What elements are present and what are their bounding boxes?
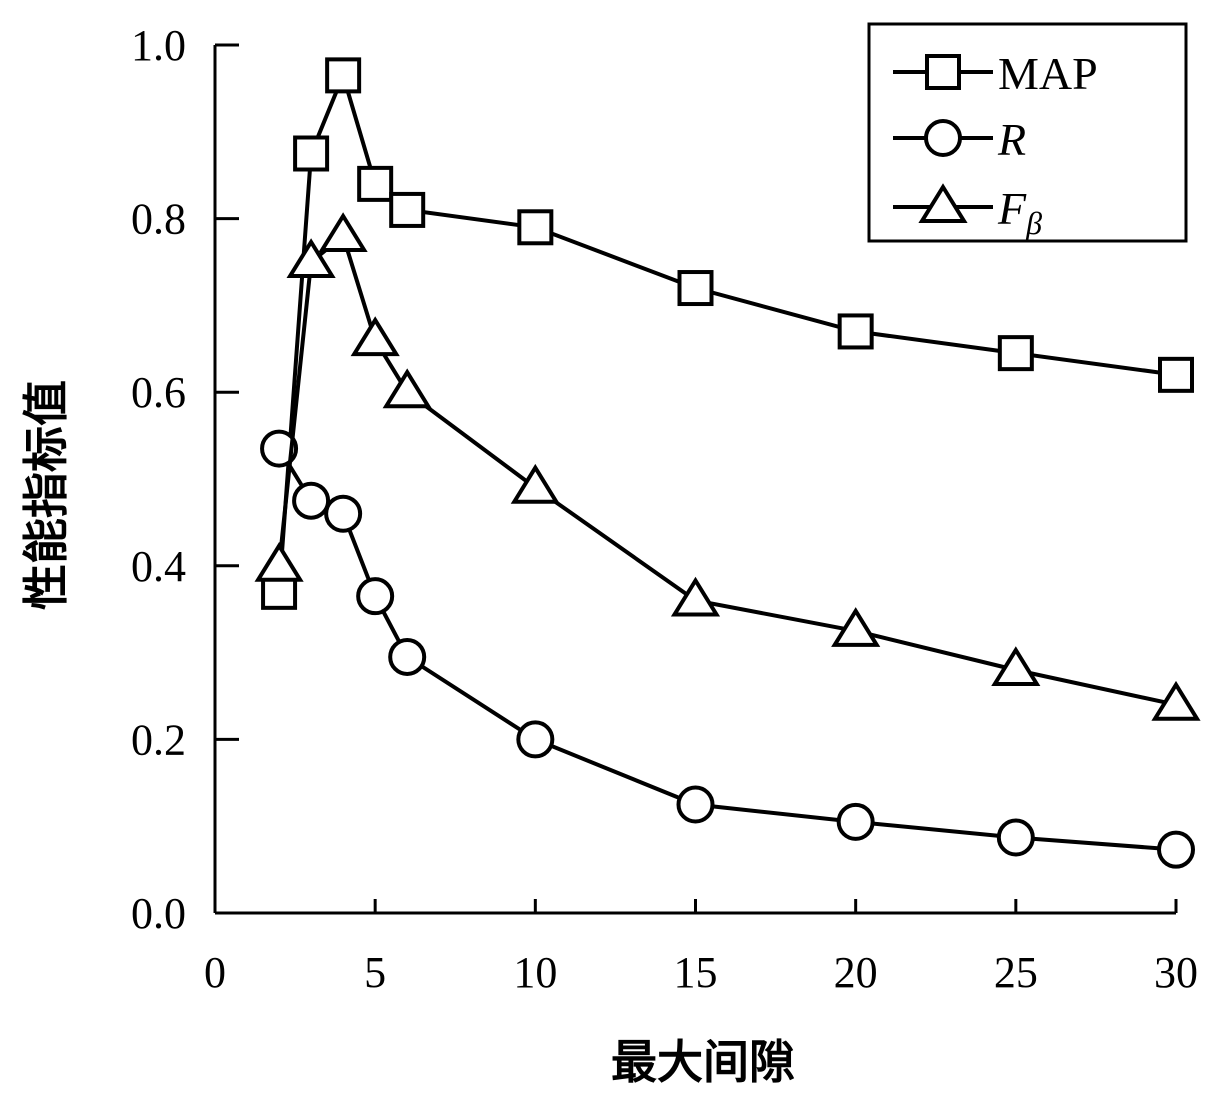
series-square bbox=[261, 57, 1194, 610]
legend-item-map: MAP bbox=[893, 48, 1098, 99]
data-point-circle bbox=[324, 494, 363, 533]
legend-f-label: Fβ bbox=[997, 183, 1042, 241]
x-tick-label: 25 bbox=[994, 948, 1038, 997]
data-point-square bbox=[1158, 356, 1194, 393]
legend-r-label: R bbox=[997, 114, 1026, 165]
data-point-triangle bbox=[286, 238, 336, 278]
legend: MAP R Fβ bbox=[867, 22, 1188, 243]
data-point-triangle bbox=[382, 368, 432, 409]
data-point-square bbox=[517, 209, 554, 246]
data-point-triangle bbox=[831, 607, 881, 647]
data-point-circle bbox=[388, 637, 427, 676]
data-point-triangle bbox=[254, 541, 304, 582]
data-point-circle bbox=[356, 577, 395, 616]
y-tick-label: 1.0 bbox=[131, 21, 186, 70]
legend-f-main: F bbox=[997, 183, 1027, 234]
y-tick-label: 0.0 bbox=[131, 889, 186, 938]
legend-f-triangle-marker bbox=[918, 183, 968, 223]
x-tick-label: 5 bbox=[364, 948, 386, 997]
series-line-square bbox=[277, 69, 1177, 592]
series-triangle bbox=[254, 212, 1201, 721]
legend-map-label: MAP bbox=[998, 48, 1098, 99]
data-point-square bbox=[357, 165, 394, 202]
y-tick-label: 0.4 bbox=[131, 542, 186, 591]
data-point-triangle bbox=[510, 463, 560, 504]
data-point-square bbox=[389, 191, 426, 228]
data-point-triangle bbox=[1151, 680, 1201, 721]
legend-box bbox=[867, 22, 1188, 243]
y-tick-label: 0.2 bbox=[131, 715, 186, 764]
data-point-triangle bbox=[318, 212, 368, 252]
series-line-triangle bbox=[277, 232, 1177, 707]
data-point-triangle bbox=[991, 646, 1041, 686]
y-ticks: 0.0 0.2 0.4 0.6 0.8 1.0 bbox=[131, 21, 239, 938]
legend-f-subscript: β bbox=[1025, 205, 1042, 241]
x-tick-label: 20 bbox=[834, 948, 878, 997]
x-tick-label: 30 bbox=[1154, 948, 1198, 997]
legend-map-square-marker bbox=[925, 54, 961, 90]
data-point-square bbox=[997, 335, 1034, 372]
x-tick-label: 10 bbox=[513, 948, 557, 997]
data-point-circle bbox=[292, 481, 331, 520]
data-point-square bbox=[325, 57, 362, 94]
legend-r-circle-marker bbox=[924, 119, 962, 157]
legend-item-r: R bbox=[893, 114, 1026, 165]
series-circle bbox=[260, 429, 1195, 869]
y-axis-title: 性能指标值 bbox=[19, 380, 73, 610]
series-layer bbox=[254, 57, 1201, 869]
x-tick-label: 15 bbox=[674, 948, 718, 997]
data-point-triangle bbox=[350, 316, 400, 357]
x-tick-label: 0 bbox=[204, 948, 226, 997]
y-tick-label: 0.6 bbox=[131, 368, 186, 417]
data-point-circle bbox=[676, 785, 715, 824]
data-point-square bbox=[293, 135, 330, 172]
data-point-square bbox=[837, 313, 874, 350]
data-point-circle bbox=[260, 429, 299, 468]
data-point-square bbox=[677, 270, 714, 307]
x-ticks: 0 5 10 15 20 25 30 bbox=[204, 899, 1198, 997]
x-axis-title: 最大间隙 bbox=[611, 1035, 795, 1089]
data-point-triangle bbox=[670, 576, 721, 617]
data-point-circle bbox=[1157, 830, 1195, 869]
data-point-circle bbox=[836, 802, 875, 841]
data-point-circle bbox=[516, 720, 555, 759]
data-point-circle bbox=[996, 818, 1035, 857]
legend-item-f-beta: Fβ bbox=[893, 183, 1042, 241]
y-tick-label: 0.8 bbox=[131, 195, 186, 244]
